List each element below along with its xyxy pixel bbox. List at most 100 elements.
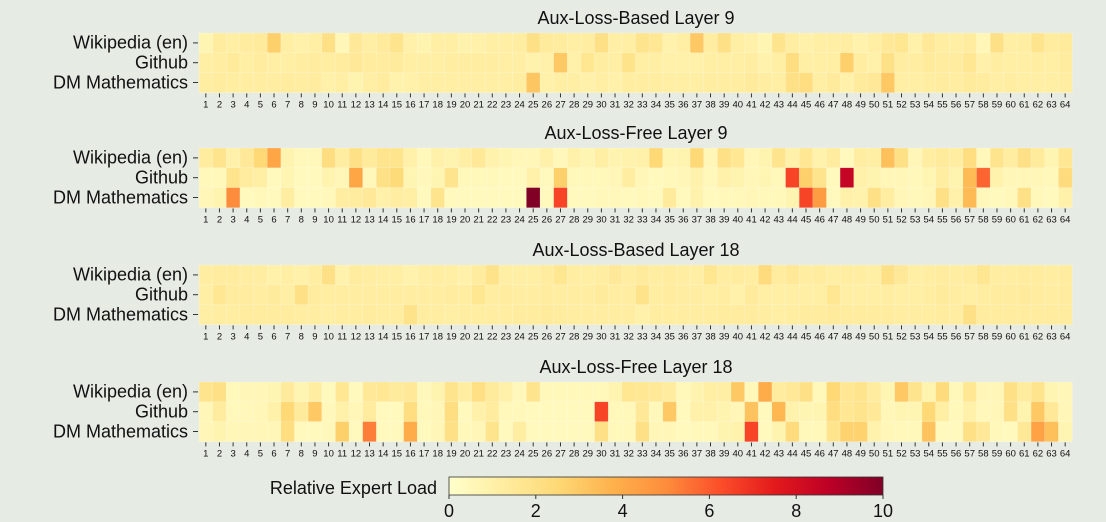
x-tick-label: 48 (842, 448, 853, 459)
heatmap-cell (785, 187, 800, 208)
x-tick-label: 2 (217, 99, 222, 110)
x-tick-label: 63 (1046, 331, 1057, 342)
heatmap-cell (1030, 284, 1046, 306)
heatmap-cell (580, 284, 596, 306)
x-tick-label: 56 (951, 331, 962, 342)
x-tick-label: 26 (542, 214, 553, 225)
heatmap-cell (348, 187, 364, 208)
heatmap-cell (1030, 147, 1046, 169)
heatmap-cell (1017, 421, 1032, 442)
x-tick-label: 30 (596, 448, 607, 459)
heatmap-cell (498, 421, 514, 442)
heatmap-cell (894, 284, 909, 306)
x-tick-label: 50 (869, 214, 880, 225)
x-tick-label: 12 (351, 448, 362, 459)
heatmap-cell (198, 284, 214, 306)
heatmap-cell (485, 284, 500, 306)
heatmap-cell (607, 147, 623, 169)
heatmap-cell (239, 147, 255, 169)
heatmap-cell (1044, 187, 1059, 208)
heatmap-cell (826, 284, 841, 306)
heatmap-cell (580, 32, 596, 54)
x-tick-label: 28 (569, 99, 580, 110)
x-tick-label: 20 (460, 331, 471, 342)
heatmap-cell (839, 187, 855, 208)
heatmap-cell (703, 72, 718, 93)
heatmap-panel: Aux-Loss-Free Layer 18 Wikipedia (en)Gith… (53, 357, 1073, 459)
heatmap-cell (976, 304, 991, 325)
heatmap-cell (580, 421, 596, 442)
x-tick-label: 62 (1033, 331, 1044, 342)
heatmap-cell (812, 381, 828, 403)
heatmap-cell (894, 147, 909, 169)
x-tick-label: 34 (651, 448, 662, 459)
heatmap-cell (212, 304, 227, 325)
heatmap-cell (1030, 304, 1046, 325)
heatmap-cell (430, 264, 446, 286)
heatmap-cell (648, 284, 664, 306)
x-tick-label: 21 (473, 214, 484, 225)
heatmap-cell (648, 421, 664, 442)
x-tick-label: 3 (230, 331, 235, 342)
heatmap-cell (280, 421, 296, 442)
heatmap-cell (921, 304, 937, 325)
heatmap-panel: Aux-Loss-Based Layer 9 Wikipedia (en)Gith… (53, 8, 1073, 110)
heatmap-cell (607, 187, 623, 208)
heatmap-cell (703, 187, 718, 208)
row-label: Github (135, 284, 188, 304)
heatmap-cell (785, 264, 800, 286)
heatmap-cell (880, 284, 896, 306)
x-tick-label: 60 (1005, 448, 1016, 459)
heatmap-cell (894, 32, 909, 54)
heatmap-cell (989, 284, 1005, 306)
heatmap-cell (444, 264, 459, 286)
x-tick-label: 37 (692, 448, 703, 459)
x-tick-label: 41 (746, 214, 757, 225)
heatmap-cell (676, 304, 691, 325)
x-tick-label: 16 (405, 448, 416, 459)
heatmap-cell (594, 72, 609, 93)
heatmap-cell (921, 381, 937, 403)
x-tick-label: 24 (514, 331, 525, 342)
heatmap-cell (989, 167, 1005, 189)
heatmap-cell (921, 147, 937, 169)
heatmap-cell (457, 401, 473, 423)
heatmap-cell (239, 304, 255, 325)
heatmap-cell (471, 147, 487, 169)
x-tick-label: 49 (855, 448, 866, 459)
x-tick-label: 41 (746, 448, 757, 459)
x-tick-label: 8 (299, 214, 304, 225)
heatmap-cell (839, 167, 855, 189)
heatmap-cell (621, 401, 637, 423)
x-tick-label: 6 (271, 448, 276, 459)
x-tick-label: 48 (842, 99, 853, 110)
heatmap-cell (553, 187, 568, 208)
heatmap-cell (553, 167, 568, 189)
x-tick-label: 39 (719, 331, 730, 342)
heatmap-cell (280, 187, 296, 208)
heatmap-cell (607, 401, 623, 423)
heatmap-cell (362, 264, 377, 286)
heatmap-cell (580, 167, 596, 189)
heatmap-cell (1044, 401, 1059, 423)
heatmap-cell (307, 32, 323, 54)
x-tick-label: 37 (692, 214, 703, 225)
heatmap-cell (444, 304, 459, 325)
heatmap-cell (294, 147, 309, 169)
heatmap-cell (771, 401, 787, 423)
x-tick-label: 43 (773, 448, 784, 459)
heatmap-cell (539, 52, 555, 74)
heatmap-cell (485, 401, 500, 423)
heatmap-cell (785, 52, 800, 74)
heatmap-cell (758, 284, 773, 306)
x-tick-label: 8 (299, 448, 304, 459)
heatmap-cell (294, 304, 309, 325)
heatmap-cell (635, 304, 650, 325)
heatmap-cell (1017, 284, 1032, 306)
heatmap-cell (403, 147, 418, 169)
heatmap-cell (553, 52, 568, 74)
heatmap-cell (935, 147, 950, 169)
heatmap-cell (498, 167, 514, 189)
heatmap-cell (280, 32, 296, 54)
heatmap-cell (307, 52, 323, 74)
